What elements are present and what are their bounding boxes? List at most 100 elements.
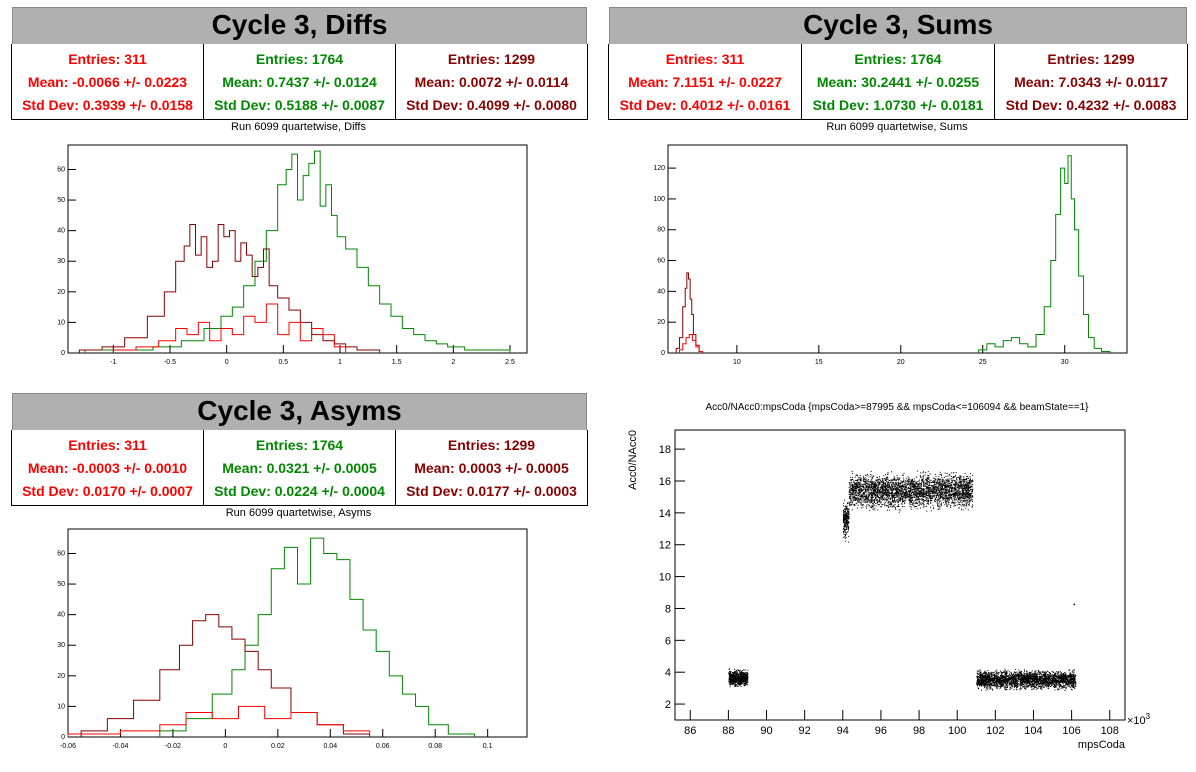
scatter-point: [947, 500, 949, 502]
scatter-point: [932, 482, 934, 484]
scatter-point: [899, 509, 901, 511]
scatter-point: [888, 487, 890, 489]
x-tick-label: 90: [760, 725, 772, 737]
scatter-point: [962, 483, 964, 485]
scatter-point: [1047, 673, 1049, 675]
scatter-point: [932, 477, 934, 479]
scatter-point: [851, 496, 853, 498]
y-tick-label: 14: [659, 508, 671, 520]
scatter-point: [900, 486, 902, 488]
scatter-point: [927, 471, 929, 473]
scatter-point: [972, 479, 974, 481]
scatter-point: [923, 504, 925, 506]
scatter-point: [941, 483, 943, 485]
scatter-point: [864, 499, 866, 501]
scatter-point: [879, 478, 881, 480]
scatter-point: [908, 483, 910, 485]
scatter-point: [961, 495, 963, 497]
scatter-point: [861, 490, 863, 492]
scatter-point: [736, 680, 738, 682]
scatter-point: [946, 505, 948, 507]
scatter-point: [903, 472, 905, 474]
scatter-point: [851, 504, 853, 506]
stat-std: Std Dev: 0.0170 +/- 0.0007: [22, 482, 193, 499]
scatter-point: [936, 487, 938, 489]
scatter-point: [872, 486, 874, 488]
scatter-point: [929, 490, 931, 492]
scatter-point: [956, 482, 958, 484]
scatter-point: [939, 497, 941, 499]
scatter-point: [1032, 676, 1034, 678]
scatter-point: [889, 498, 891, 500]
scatter-point: [1055, 686, 1057, 688]
scatter-point: [948, 489, 950, 491]
scatter-point: [885, 484, 887, 486]
scatter-point: [868, 483, 870, 485]
scatter-point: [913, 494, 915, 496]
scatter-point: [952, 494, 954, 496]
scatter-point: [874, 496, 876, 498]
scatter-point: [945, 503, 947, 505]
scatter-point: [742, 677, 744, 679]
scatter-point: [926, 487, 928, 489]
scatter-point: [927, 488, 929, 490]
scatter-point: [729, 680, 731, 682]
y-tick-label: 50: [57, 197, 65, 204]
scatter-point: [888, 491, 890, 493]
scatter-point: [909, 491, 911, 493]
scatter-point: [865, 487, 867, 489]
scatter-point: [886, 499, 888, 501]
scatter-point: [1002, 679, 1004, 681]
scatter-point: [932, 489, 934, 491]
scatter-point: [915, 501, 917, 503]
scatter-point: [861, 485, 863, 487]
y-tick-label: 50: [57, 581, 65, 588]
scatter-point: [948, 486, 950, 488]
scatter-point: [925, 479, 927, 481]
scatter-point: [730, 681, 732, 683]
scatter-point: [874, 501, 876, 503]
scatter-point: [922, 481, 924, 483]
scatter-point: [919, 494, 921, 496]
x-tick-label: 2: [451, 359, 455, 366]
scatter-point: [893, 483, 895, 485]
scatter-point: [938, 475, 940, 477]
scatter-point: [906, 496, 908, 498]
scatter-point: [851, 493, 853, 495]
scatter-point: [916, 494, 918, 496]
scatter-point: [735, 679, 737, 681]
scatter-point: [944, 472, 946, 474]
scatter-point: [888, 494, 890, 496]
scatter-point: [968, 485, 970, 487]
scatter-point: [949, 493, 951, 495]
scatter-point: [933, 488, 935, 490]
scatter-point: [941, 493, 943, 495]
scatter-point: [962, 490, 964, 492]
scatter-point: [926, 479, 928, 481]
scatter-point: [871, 480, 873, 482]
scatter-point: [958, 503, 960, 505]
scatter-point: [919, 474, 921, 476]
scatter-point: [918, 487, 920, 489]
scatter-point: [865, 483, 867, 485]
scatter-point: [891, 489, 893, 491]
scatter-point: [852, 494, 854, 496]
scatter-point: [938, 483, 940, 485]
scatter-point: [856, 507, 858, 509]
scatter-point: [745, 678, 747, 680]
scatter-point: [971, 490, 973, 492]
scatter-point: [853, 481, 855, 483]
scatter-point: [969, 489, 971, 491]
scatter-point: [1063, 685, 1065, 687]
scatter-point: [857, 482, 859, 484]
scatter-point: [917, 484, 919, 486]
scatter-point: [899, 493, 901, 495]
scatter-point: [878, 492, 880, 494]
scatter-point: [900, 503, 902, 505]
x-tick-label: 0: [225, 359, 229, 366]
scatter-point: [1042, 671, 1044, 673]
scatter-point: [732, 683, 734, 685]
scatter-point: [887, 489, 889, 491]
scatter-point: [995, 687, 997, 689]
scatter-point: [850, 488, 852, 490]
